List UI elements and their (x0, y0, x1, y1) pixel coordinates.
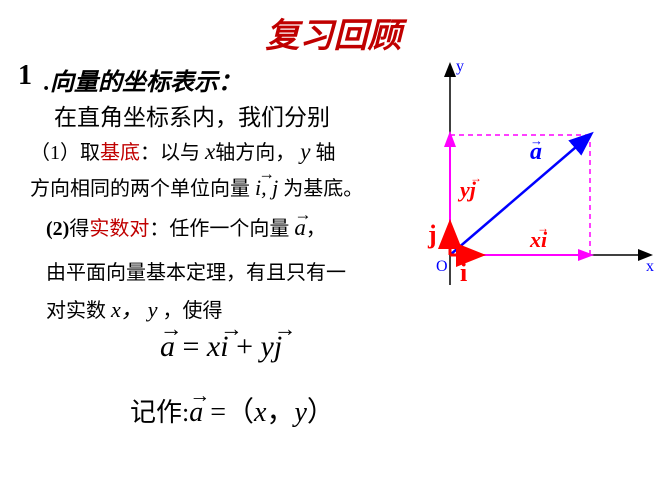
vec-ij: i, j (255, 175, 278, 201)
formula-2: 记作:a =（x，y） (130, 390, 335, 430)
y-axis-label: y (456, 58, 464, 75)
vec-i: i (220, 330, 228, 364)
svg-text:→: → (537, 221, 549, 235)
var-y: y (148, 297, 158, 322)
text: 对实数 (46, 300, 106, 322)
body-line-2: （1）取基底：以与 x轴方向， y 轴 (30, 136, 335, 165)
text: (2) (46, 218, 69, 240)
text: 轴方向， (215, 142, 295, 164)
text: ：任作一个向量 (149, 218, 289, 240)
keyword-realpair: 实数对 (89, 218, 149, 240)
var-x: x (205, 139, 215, 164)
body-line-5: 由平面向量基本定理，有且只有一 (46, 256, 346, 285)
formula-1: a = xi + yj (160, 330, 282, 364)
coordinate-diagram: y x O i j a → xi → yj → (400, 55, 660, 315)
body-line-6: 对实数 x， y ，使得 (46, 292, 223, 324)
var-y: y (300, 139, 310, 164)
text: ：以与 (140, 142, 200, 164)
j-label: j (427, 220, 437, 249)
vec-a: a (160, 330, 175, 364)
body-line-4: (2)得实数对：任作一个向量 a， (46, 212, 326, 241)
body-line-1: 在直角坐标系内，我们分别 (54, 98, 330, 132)
text: 为基底。 (283, 178, 363, 200)
text: 方向相同的两个单位向量 (30, 178, 250, 200)
svg-text:→: → (530, 133, 543, 148)
vec-a: a (294, 215, 306, 241)
text: 得 (69, 218, 89, 240)
text: 轴 (315, 142, 335, 164)
i-label: i (460, 258, 467, 287)
vec-j: j (274, 330, 282, 364)
vec-a: a (189, 397, 203, 429)
var-y: y (261, 330, 274, 363)
var-x: x， (111, 297, 143, 322)
section-heading: .向量的坐标表示： (44, 62, 242, 97)
var-x: x (207, 330, 220, 363)
section-number: 1 (18, 60, 32, 92)
body-line-3: 方向相同的两个单位向量 i, j 为基底。 (30, 172, 363, 201)
x-axis-label: x (646, 258, 654, 275)
rest: =（x，y） (203, 397, 335, 428)
origin-label: O (436, 258, 448, 275)
page-title: 复习回顾 (0, 0, 667, 57)
svg-text:→: → (470, 171, 482, 185)
keyword-base: 基底 (100, 142, 140, 164)
prefix: 记作: (130, 398, 189, 427)
text: （1）取 (30, 142, 100, 164)
